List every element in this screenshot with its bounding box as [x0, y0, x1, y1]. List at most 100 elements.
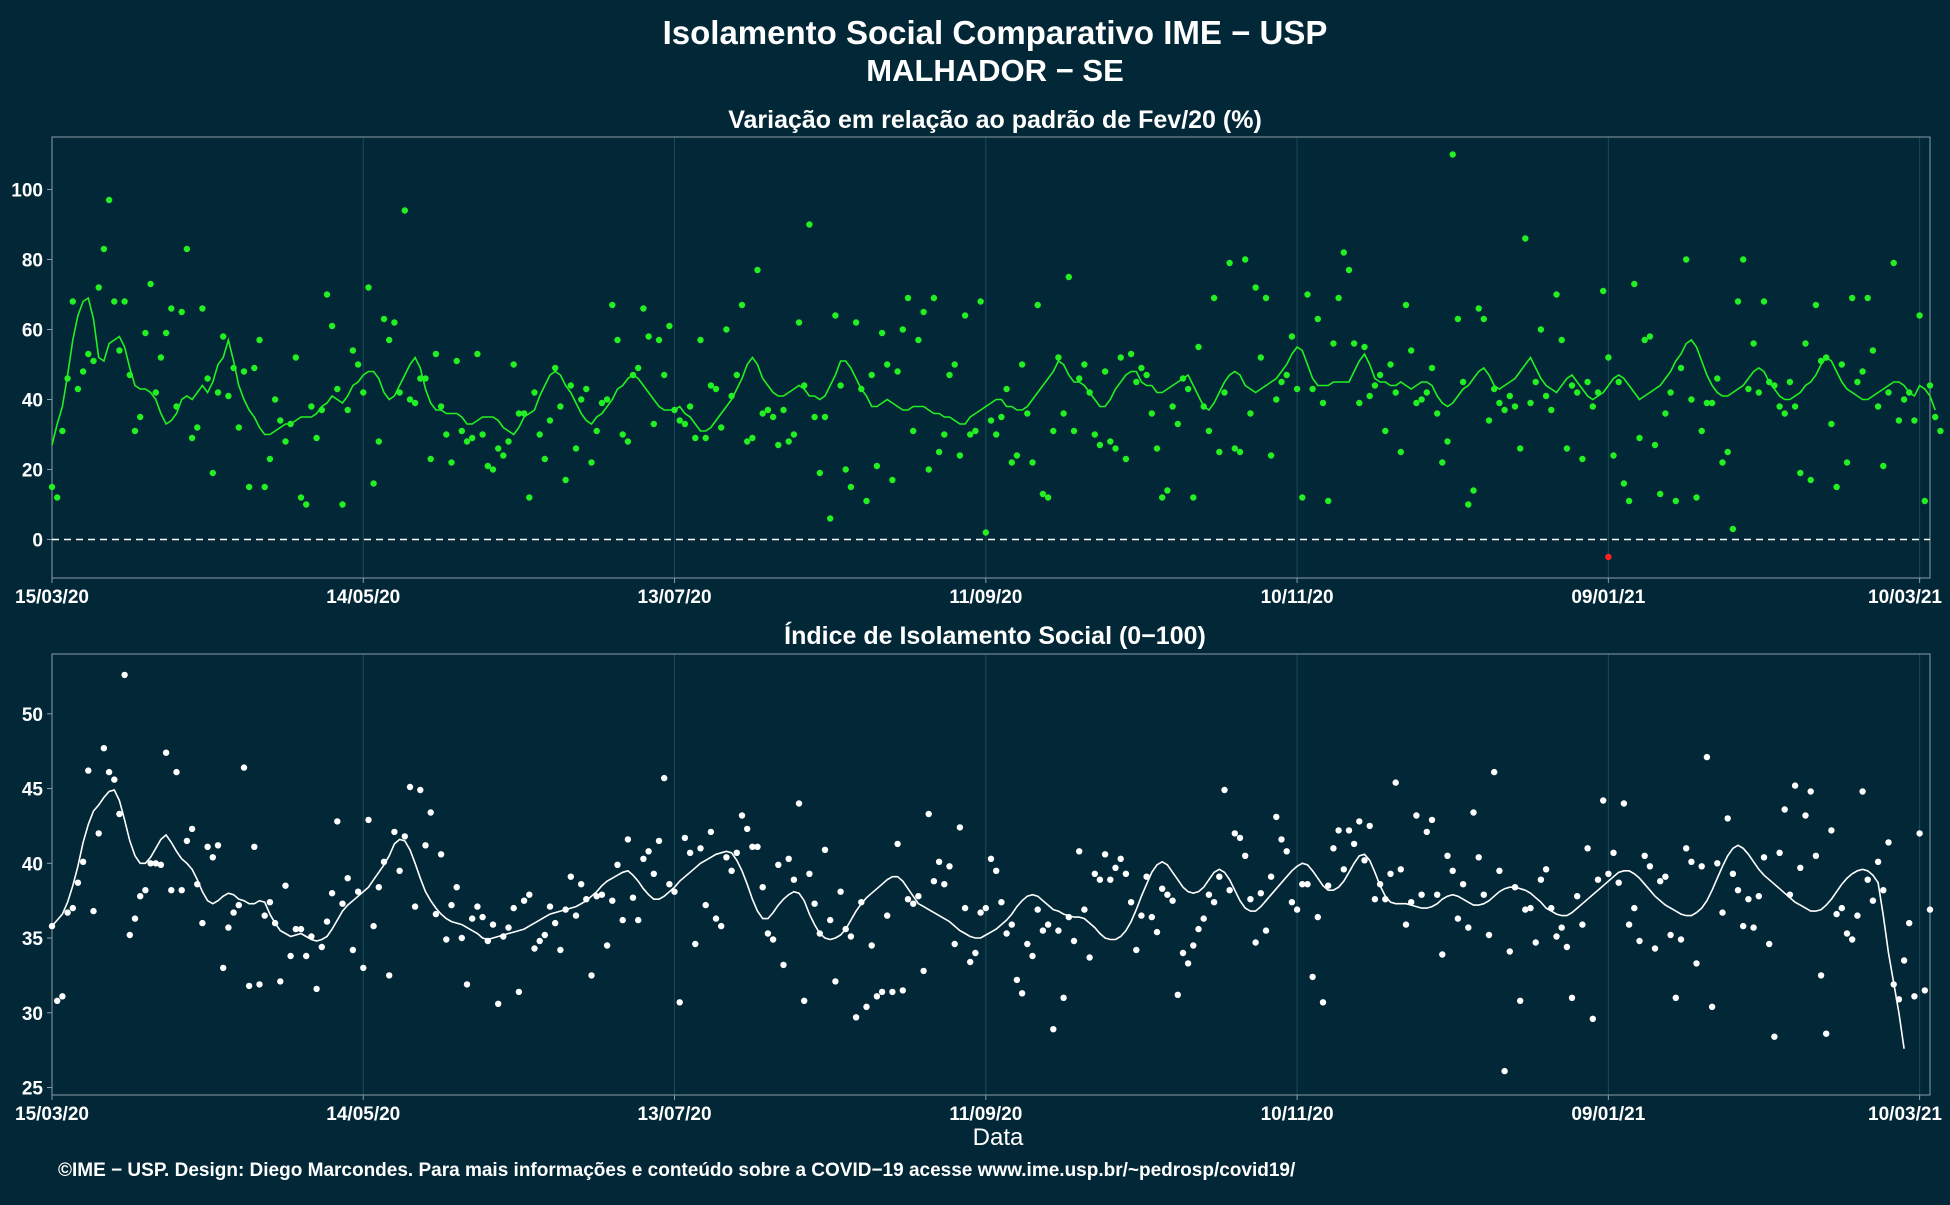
top-point: [437, 403, 445, 410]
bottom-point: [526, 891, 533, 898]
bottom-ytick-label-4: 45: [22, 780, 44, 801]
top-point: [671, 406, 678, 414]
bottom-point: [495, 1000, 502, 1007]
bottom-point: [1864, 876, 1871, 883]
top-point: [1148, 410, 1156, 417]
bottom-point: [137, 893, 144, 900]
bottom-point: [1392, 779, 1399, 786]
top-point: [951, 361, 958, 368]
top-point: [1833, 483, 1840, 491]
top-point: [863, 497, 870, 505]
top-point: [1267, 452, 1275, 459]
top-point: [1745, 385, 1752, 393]
bottom-point: [821, 846, 829, 853]
bottom-point: [546, 903, 554, 910]
top-point: [619, 431, 626, 438]
top-point: [785, 438, 792, 445]
top-point: [1133, 378, 1140, 386]
bottom-point: [1273, 813, 1280, 821]
top-point: [85, 350, 92, 358]
top-point: [536, 431, 543, 438]
bottom-point: [282, 882, 289, 889]
bottom-point: [557, 946, 564, 954]
bottom-point: [712, 915, 720, 922]
top-point: [1885, 389, 1892, 396]
top-point: [204, 375, 211, 382]
bottom-point: [780, 961, 787, 969]
bottom-point: [982, 904, 989, 912]
top-point: [925, 466, 932, 473]
bottom-point: [489, 921, 497, 928]
top-point: [1356, 399, 1363, 407]
bottom-point: [147, 860, 154, 867]
top-point: [801, 382, 808, 389]
bottom-point: [401, 833, 408, 840]
top-point: [422, 375, 429, 382]
top-point: [1138, 364, 1145, 372]
bottom-point: [1672, 994, 1680, 1001]
bottom-point: [1252, 939, 1259, 946]
top-point: [271, 396, 279, 403]
top-point: [941, 431, 948, 438]
bottom-point: [1138, 912, 1145, 919]
top-point: [1817, 357, 1825, 365]
bottom-point: [1133, 946, 1140, 954]
bottom-point: [220, 964, 227, 972]
bottom-point: [396, 867, 403, 874]
top-point: [401, 207, 408, 214]
top-point: [749, 434, 756, 442]
top-point: [515, 410, 523, 417]
bottom-point: [178, 887, 185, 894]
bottom-point: [578, 881, 585, 888]
bottom-point: [194, 881, 201, 888]
top-point: [1781, 410, 1788, 417]
top-moving-average-line: [51, 296, 1936, 446]
bottom-point: [1153, 928, 1161, 936]
bottom-ytick-label-3: 40: [22, 854, 43, 875]
top-panel-title: Variação em relação ao padrão de Fev/20 …: [728, 106, 1262, 134]
top-point: [935, 448, 943, 456]
top-point: [811, 413, 818, 421]
top-point: [79, 368, 87, 375]
top-point: [764, 406, 772, 414]
top-point: [1325, 497, 1332, 505]
top-point: [593, 427, 600, 435]
bottom-point: [1143, 873, 1150, 880]
bottom-point: [1781, 806, 1788, 813]
top-point: [1159, 494, 1166, 501]
x-axis-title: Data: [973, 1124, 1024, 1151]
top-point: [396, 389, 403, 396]
bottom-point: [998, 899, 1005, 906]
bottom-point: [1921, 987, 1929, 994]
bottom-point: [1558, 924, 1565, 931]
top-point: [1179, 375, 1187, 382]
top-point: [598, 399, 606, 407]
top-point: [1657, 490, 1664, 498]
bottom-point: [131, 915, 139, 922]
bottom-point: [676, 999, 683, 1006]
bottom-point: [790, 876, 798, 883]
bottom-point: [1293, 906, 1301, 913]
bottom-point: [609, 897, 616, 904]
bottom-point: [941, 881, 948, 888]
top-point: [251, 364, 258, 372]
top-point: [1470, 487, 1477, 494]
top-point: [1760, 298, 1768, 305]
bottom-point: [1231, 830, 1239, 837]
bottom-xtick-label-6: 10/03/21: [1868, 1104, 1942, 1125]
top-point: [1828, 420, 1835, 428]
bottom-point: [666, 881, 673, 888]
bottom-point: [313, 985, 320, 993]
bottom-point: [1164, 891, 1171, 898]
top-point: [69, 298, 77, 305]
top-point: [1423, 389, 1431, 396]
top-xtick-label-4: 10/11/20: [1261, 587, 1334, 608]
bottom-point: [1828, 827, 1835, 834]
bottom-point: [1657, 878, 1664, 885]
bottom-point: [583, 896, 590, 903]
bottom-frame: [51, 653, 1931, 1096]
bottom-point: [1055, 927, 1062, 934]
top-point: [1766, 378, 1773, 386]
top-point: [1610, 452, 1617, 459]
